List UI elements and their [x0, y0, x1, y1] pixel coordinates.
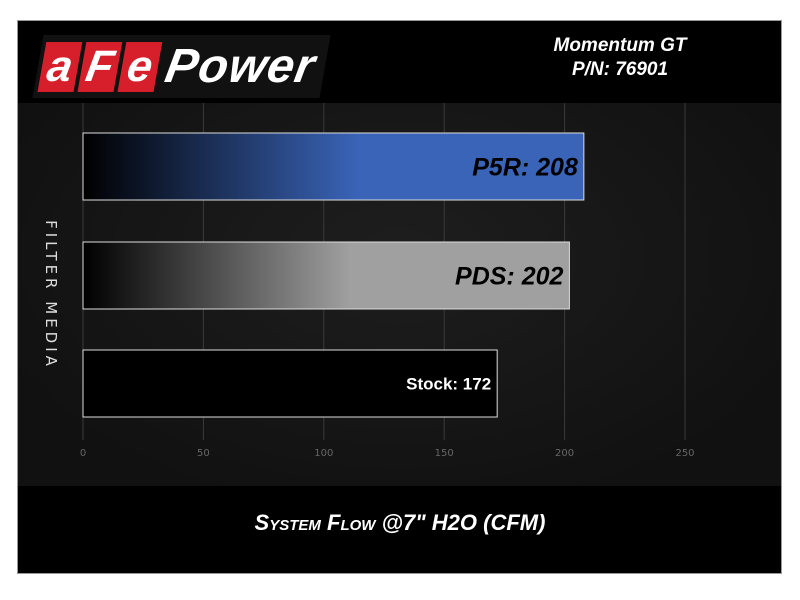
x-tick-label: 50	[197, 448, 210, 459]
data-label: PDS: 202	[455, 263, 563, 291]
x-tick-label: 150	[435, 448, 454, 459]
bar-pds	[82, 241, 570, 310]
bar-stock	[82, 349, 498, 418]
x-tick-label: 0	[80, 448, 86, 459]
bar-p5r	[82, 132, 585, 201]
x-tick-label: 100	[314, 448, 333, 459]
product-title: Momentum GT P/N: 76901	[520, 34, 720, 82]
part-number: P/N: 76901	[571, 59, 669, 80]
data-label: P5R: 208	[472, 154, 578, 182]
data-label: Stock: 172	[406, 375, 491, 394]
model-name: Momentum GT	[553, 35, 687, 56]
x-tick-label: 200	[555, 448, 574, 459]
y-axis-label: FILTER MEDIA	[42, 220, 60, 370]
x-axis-label: System Flow @7" H2O (CFM)	[254, 510, 546, 535]
x-tick-label: 250	[675, 448, 694, 459]
